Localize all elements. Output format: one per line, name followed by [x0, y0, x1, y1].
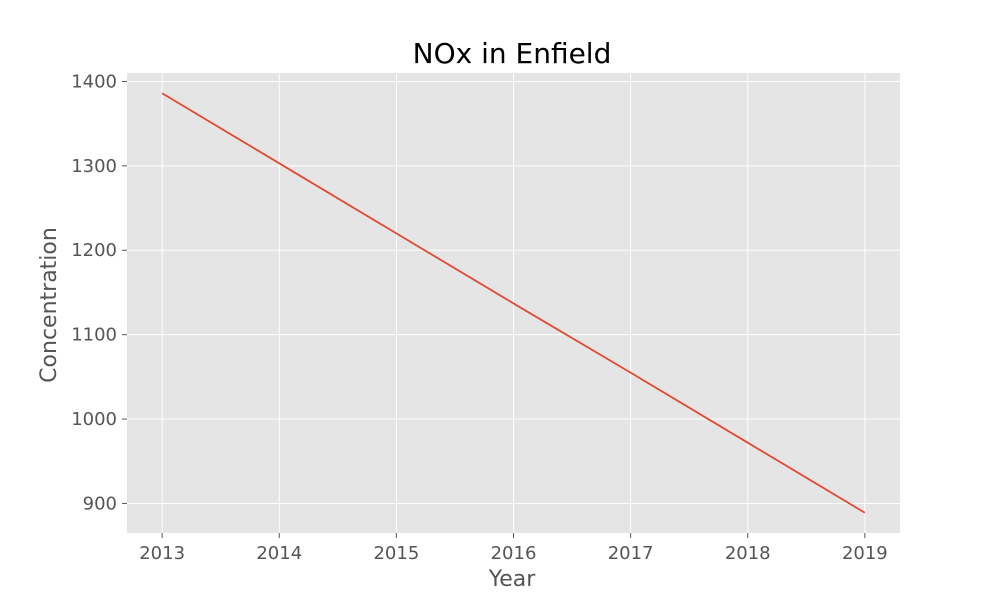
y-axis-label: Concentration	[37, 227, 62, 383]
y-tick-label: 1400	[71, 71, 117, 92]
x-tick-label: 2018	[725, 543, 771, 564]
y-tick-label: 1000	[71, 409, 117, 430]
ticks: 2013 2014 2015 2016 2017 2018 2019 900 1000 1100 1…	[71, 71, 888, 564]
x-tick-label: 2014	[256, 543, 302, 564]
x-tick-label: 2019	[842, 543, 888, 564]
y-tick-label: 1300	[71, 156, 117, 177]
x-tick-label: 2016	[491, 543, 537, 564]
y-tick-label: 900	[83, 493, 117, 514]
y-tick-label: 1200	[71, 240, 117, 261]
x-tick-label: 2013	[139, 543, 185, 564]
chart-title: NOx in Enfield	[413, 37, 612, 70]
x-axis-label: Year	[488, 567, 537, 592]
grid	[127, 73, 900, 533]
x-tick-label: 2017	[608, 543, 654, 564]
series	[161, 92, 866, 514]
y-tick-label: 1100	[71, 325, 117, 346]
x-tick-label: 2015	[373, 543, 419, 564]
